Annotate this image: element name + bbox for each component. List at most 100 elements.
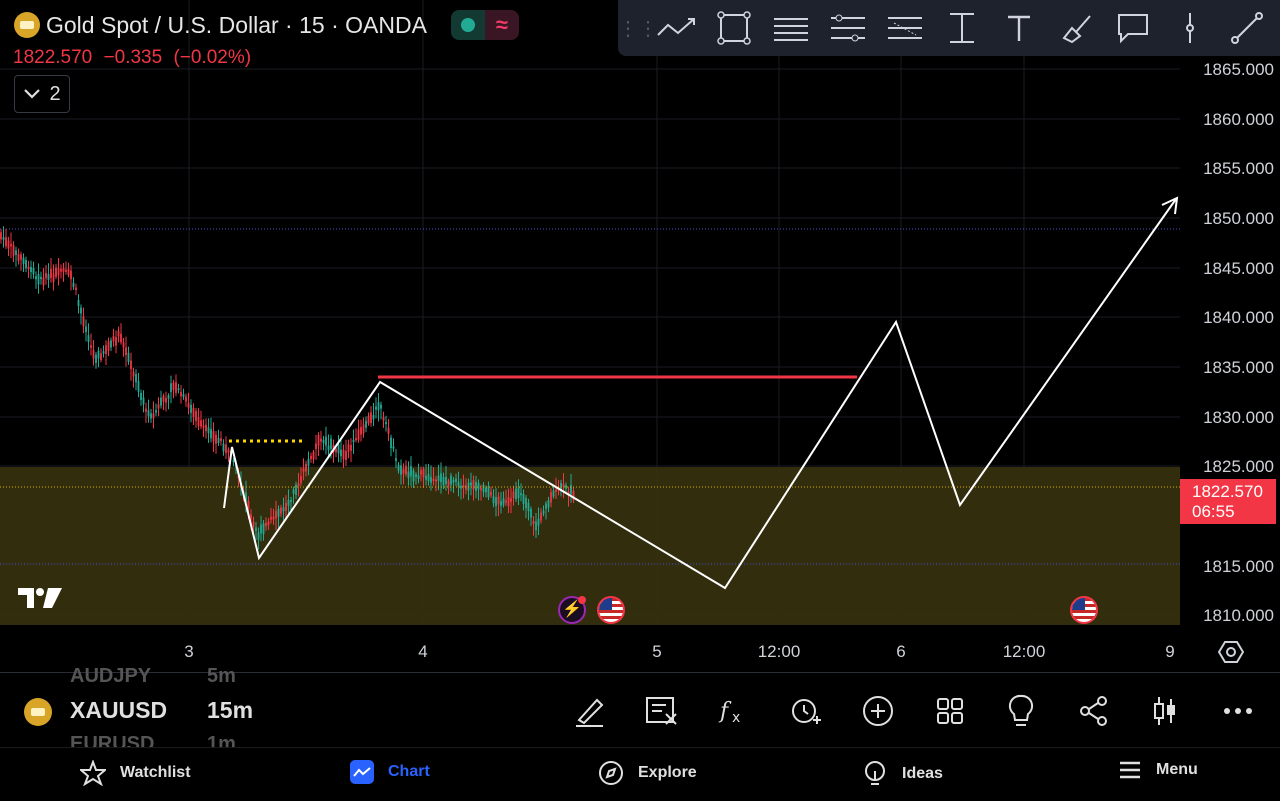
candle-body <box>495 497 497 507</box>
vertical-line-icon[interactable] <box>1161 0 1218 56</box>
time-axis-label: 5 <box>652 642 662 661</box>
candle-body <box>147 410 150 417</box>
candle-body <box>325 436 327 446</box>
candle-body <box>355 438 357 441</box>
candle-body <box>387 427 390 434</box>
svg-text:x: x <box>732 710 740 726</box>
candle-body <box>220 438 222 442</box>
nav-chart[interactable]: Chart <box>350 760 430 784</box>
add-icon[interactable] <box>858 691 898 731</box>
candle-body <box>90 345 92 348</box>
candle-body <box>222 443 225 452</box>
callout-icon[interactable] <box>1104 0 1161 56</box>
candle-body <box>127 352 130 362</box>
measure-icon[interactable] <box>933 0 990 56</box>
drag-handle-icon[interactable]: ⋮⋮ <box>618 17 658 40</box>
candle-body <box>60 269 62 272</box>
candle-body <box>457 481 460 487</box>
price-axis-label: 1840.000 <box>1203 308 1274 327</box>
candle-body <box>492 496 495 504</box>
candle-body <box>370 412 372 424</box>
candle-body <box>475 481 477 491</box>
candle-body <box>447 480 450 487</box>
candle-body <box>477 482 480 490</box>
candle-body <box>405 465 407 475</box>
candle-body <box>17 253 20 261</box>
price-axis-label: 1825.000 <box>1203 457 1274 476</box>
time-axis[interactable]: 3 4 5 12:00 6 12:00 9 <box>0 632 1280 672</box>
candle-body <box>395 458 397 462</box>
text-icon[interactable] <box>990 0 1047 56</box>
market-status[interactable]: ≈ <box>450 10 519 40</box>
more-icon[interactable] <box>1218 691 1258 731</box>
draw-icon[interactable] <box>570 691 610 731</box>
parallel-channel-icon[interactable] <box>762 0 819 56</box>
candle-body <box>195 411 197 421</box>
candle-body <box>80 307 82 314</box>
candle-body <box>262 523 265 535</box>
candle-body <box>352 439 355 443</box>
candle-body <box>450 475 452 485</box>
wave-icon: ≈ <box>484 10 519 40</box>
delete-drawings-icon[interactable] <box>641 691 681 731</box>
nav-watchlist[interactable]: Watchlist <box>80 760 191 786</box>
candle-body <box>417 475 420 479</box>
candle-body <box>562 484 565 487</box>
candle-body <box>377 402 380 411</box>
candle-body <box>67 268 70 276</box>
candle-body <box>65 269 67 272</box>
candle-body <box>110 340 112 348</box>
price-axis-label: 1850.000 <box>1203 209 1274 228</box>
candle-body <box>297 483 300 487</box>
candle-body <box>535 521 537 531</box>
brush-icon[interactable] <box>1047 0 1104 56</box>
nav-watchlist-label: Watchlist <box>120 764 191 781</box>
time-axis-label: 6 <box>896 642 906 661</box>
layout-icon[interactable] <box>930 691 970 731</box>
indicators-toggle[interactable]: 2 <box>14 75 70 113</box>
candle-body <box>365 420 367 428</box>
nav-menu[interactable]: Menu <box>1118 760 1198 780</box>
candle-body <box>20 254 22 260</box>
fib-retracement-icon[interactable] <box>819 0 876 56</box>
candle-body <box>320 438 322 442</box>
time-axis-label: 9 <box>1165 642 1175 661</box>
candle-body <box>82 316 85 327</box>
nav-explore[interactable]: Explore <box>598 760 697 786</box>
ideas-lightbulb-icon[interactable] <box>1001 691 1041 731</box>
candle-body <box>412 470 415 482</box>
candle-body <box>152 413 155 419</box>
us-flag-event-icon[interactable] <box>1070 596 1098 624</box>
chart-type-icon[interactable] <box>1145 691 1185 731</box>
svg-text:f: f <box>718 699 732 724</box>
candle-body <box>125 347 127 356</box>
candle-body <box>285 502 287 511</box>
settings-hexagon-icon[interactable] <box>1217 640 1245 669</box>
share-icon[interactable] <box>1074 691 1114 731</box>
trend-line-icon[interactable] <box>648 0 705 56</box>
us-flag-event-icon[interactable] <box>597 596 625 624</box>
chart-plot[interactable] <box>0 0 1280 672</box>
candle-body <box>407 471 410 478</box>
candle-body <box>570 485 572 494</box>
symbol-title[interactable]: Gold Spot / U.S. Dollar · 15 · OANDA ≈ <box>14 10 519 40</box>
candle-body <box>347 444 350 452</box>
alert-icon[interactable] <box>786 691 826 731</box>
nav-ideas[interactable]: Ideas <box>862 760 943 788</box>
symbol-selector[interactable]: XAUUSD <box>70 697 168 723</box>
pitchfork-icon[interactable] <box>876 0 933 56</box>
candle-body <box>32 268 35 275</box>
rectangle-icon[interactable] <box>705 0 762 56</box>
chart-area[interactable]: Gold Spot / U.S. Dollar · 15 · OANDA ≈ 1… <box>0 0 1280 672</box>
candle-body <box>382 416 385 421</box>
candle-body <box>420 470 422 475</box>
candle-body <box>87 335 90 343</box>
ray-icon[interactable] <box>1218 0 1275 56</box>
ghost-interval-above: 5m <box>207 665 236 687</box>
interval-selector[interactable]: 15m <box>207 697 254 723</box>
candle-body <box>485 487 487 493</box>
flash-event-icon[interactable]: ⚡ <box>558 596 586 624</box>
candle-body <box>30 267 32 272</box>
candle-body <box>45 272 47 279</box>
